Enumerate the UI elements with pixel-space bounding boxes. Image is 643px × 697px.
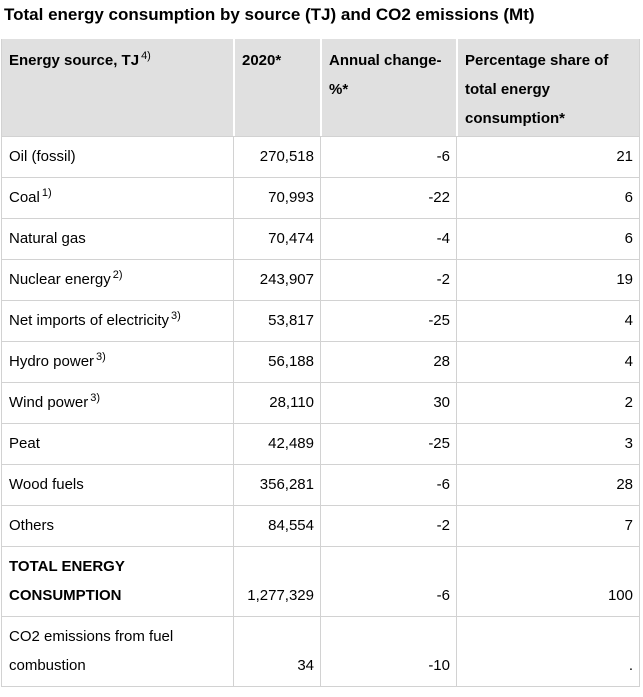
- share-cell: 100: [456, 546, 639, 616]
- annual-change-cell: -6: [320, 464, 456, 505]
- footnote-ref: 2): [112, 269, 123, 281]
- share-cell: 6: [456, 218, 639, 259]
- table-row-natural-gas: Natural gas 70,474 -4 6: [2, 218, 639, 259]
- share-cell: 4: [456, 300, 639, 341]
- share-cell: 2: [456, 382, 639, 423]
- annual-change-cell: -25: [320, 300, 456, 341]
- share-cell: 7: [456, 505, 639, 546]
- annual-change-cell: -6: [320, 136, 456, 177]
- energy-source-cell: Oil (fossil): [2, 136, 233, 177]
- value-2020-cell: 356,281: [233, 464, 320, 505]
- share-cell: 3: [456, 423, 639, 464]
- footnote-ref: 1): [41, 187, 52, 199]
- page-title: Total energy consumption by source (TJ) …: [4, 5, 535, 24]
- table-header-row: Energy source, TJ 4) 2020* Annual change-…: [2, 39, 639, 136]
- energy-source-cell: Others: [2, 505, 233, 546]
- share-cell: 4: [456, 341, 639, 382]
- share-cell: 19: [456, 259, 639, 300]
- energy-source-cell: Hydro power 3): [2, 341, 233, 382]
- energy-source-cell: Coal 1): [2, 177, 233, 218]
- value-2020-cell: 243,907: [233, 259, 320, 300]
- energy-source-label: Natural gas: [9, 230, 86, 247]
- energy-source-cell: Peat: [2, 423, 233, 464]
- energy-source-cell: Natural gas: [2, 218, 233, 259]
- column-header-2020: 2020*: [233, 39, 320, 136]
- energy-source-label: Others: [9, 517, 55, 534]
- value-2020-cell: 1,277,329: [233, 546, 320, 616]
- column-header-label: Percentage share of total energy consump…: [465, 52, 609, 127]
- table-row-peat: Peat 42,489 -25 3: [2, 423, 639, 464]
- value-2020-cell: 270,518: [233, 136, 320, 177]
- energy-source-label: Hydro power: [9, 353, 95, 370]
- annual-change-cell: -10: [320, 616, 456, 686]
- value-2020-cell: 42,489: [233, 423, 320, 464]
- table-row-co2-emissions: CO2 emissions from fuel combustion 34 -1…: [2, 616, 639, 686]
- table-row-hydro: Hydro power 3) 56,188 28 4: [2, 341, 639, 382]
- column-header-energy-source: Energy source, TJ 4): [2, 39, 233, 136]
- energy-source-cell: Wood fuels: [2, 464, 233, 505]
- energy-source-cell: Wind power 3): [2, 382, 233, 423]
- energy-source-label: CO2 emissions from fuel combustion: [9, 628, 174, 674]
- energy-source-label: Oil (fossil): [9, 148, 76, 165]
- table-row-total: TOTAL ENERGY CONSUMPTION 1,277,329 -6 10…: [2, 546, 639, 616]
- energy-source-label: Wind power: [9, 394, 89, 411]
- share-cell: 28: [456, 464, 639, 505]
- column-header-label: 2020*: [242, 52, 282, 69]
- energy-source-label: Peat: [9, 435, 40, 452]
- value-2020-cell: 53,817: [233, 300, 320, 341]
- table-row-nuclear: Nuclear energy 2) 243,907 -2 19: [2, 259, 639, 300]
- column-header-label: Annual change-%*: [329, 52, 442, 98]
- energy-source-cell: TOTAL ENERGY CONSUMPTION: [2, 546, 233, 616]
- value-2020-cell: 28,110: [233, 382, 320, 423]
- energy-source-label: Wood fuels: [9, 476, 84, 493]
- column-header-percentage-share: Percentage share of total energy consump…: [456, 39, 639, 136]
- value-2020-cell: 56,188: [233, 341, 320, 382]
- page: Total energy consumption by source (TJ) …: [0, 5, 643, 687]
- value-2020-cell: 34: [233, 616, 320, 686]
- table-row-net-imports: Net imports of electricity 3) 53,817 -25 …: [2, 300, 639, 341]
- table-row-wood-fuels: Wood fuels 356,281 -6 28: [2, 464, 639, 505]
- annual-change-cell: -6: [320, 546, 456, 616]
- footnote-ref: 3): [171, 310, 181, 322]
- energy-consumption-table: Energy source, TJ 4) 2020* Annual change-…: [1, 39, 640, 687]
- share-cell: .: [456, 616, 639, 686]
- annual-change-cell: -25: [320, 423, 456, 464]
- value-2020-cell: 70,474: [233, 218, 320, 259]
- footnote-ref: 3): [96, 351, 106, 363]
- annual-change-cell: -2: [320, 505, 456, 546]
- footnote-ref: 4): [141, 50, 151, 62]
- value-2020-cell: 84,554: [233, 505, 320, 546]
- share-cell: 21: [456, 136, 639, 177]
- table-row-oil: Oil (fossil) 270,518 -6 21: [2, 136, 639, 177]
- energy-source-label: Net imports of electricity: [9, 312, 170, 329]
- annual-change-cell: 28: [320, 341, 456, 382]
- footnote-ref: 3): [90, 392, 100, 404]
- energy-source-label: TOTAL ENERGY CONSUMPTION: [9, 558, 125, 604]
- table-row-coal: Coal 1) 70,993 -22 6: [2, 177, 639, 218]
- value-2020-cell: 70,993: [233, 177, 320, 218]
- table-row-wind: Wind power 3) 28,110 30 2: [2, 382, 639, 423]
- column-header-label: Energy source, TJ: [9, 52, 140, 69]
- energy-source-label: Nuclear energy: [9, 271, 111, 288]
- energy-source-cell: Nuclear energy 2): [2, 259, 233, 300]
- annual-change-cell: -22: [320, 177, 456, 218]
- energy-source-cell: Net imports of electricity 3): [2, 300, 233, 341]
- table-row-others: Others 84,554 -2 7: [2, 505, 639, 546]
- energy-source-label: Coal: [9, 189, 40, 206]
- share-cell: 6: [456, 177, 639, 218]
- annual-change-cell: -4: [320, 218, 456, 259]
- annual-change-cell: -2: [320, 259, 456, 300]
- column-header-annual-change: Annual change-%*: [320, 39, 456, 136]
- annual-change-cell: 30: [320, 382, 456, 423]
- energy-source-cell: CO2 emissions from fuel combustion: [2, 616, 233, 686]
